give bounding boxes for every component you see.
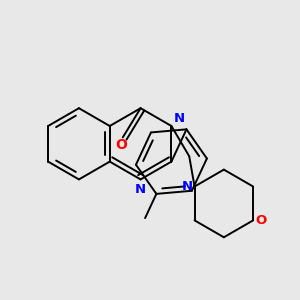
Text: O: O: [256, 214, 267, 227]
Text: O: O: [115, 138, 127, 152]
Text: N: N: [182, 180, 193, 193]
Text: N: N: [135, 183, 146, 196]
Text: N: N: [173, 112, 184, 125]
